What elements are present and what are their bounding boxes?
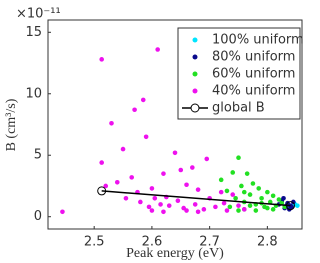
point — [213, 204, 218, 210]
legend-label: 40% uniform — [212, 84, 295, 99]
point — [253, 208, 259, 213]
point — [178, 167, 184, 173]
point — [60, 209, 65, 215]
y-tick-label: 0 — [34, 209, 42, 224]
y-multiplier: ×10⁻¹¹ — [16, 7, 61, 22]
x-tick-label: 2.6 — [142, 235, 163, 250]
point — [227, 204, 233, 210]
point — [230, 192, 236, 197]
point — [224, 188, 230, 194]
trend-point — [97, 186, 107, 196]
point — [120, 146, 126, 152]
point — [166, 203, 172, 208]
point — [247, 192, 253, 197]
legend-marker — [192, 71, 198, 77]
y-tick-label: 15 — [25, 25, 42, 40]
point — [149, 186, 155, 191]
point — [109, 120, 114, 126]
point — [233, 195, 238, 201]
point — [138, 199, 143, 205]
plot-frame — [47, 19, 303, 230]
point — [204, 156, 210, 162]
legend-box — [177, 27, 301, 120]
point — [218, 189, 224, 195]
point — [123, 195, 129, 201]
point — [221, 200, 227, 206]
y-tick-label: 10 — [25, 86, 42, 101]
point — [184, 182, 189, 188]
point — [161, 209, 166, 215]
point — [289, 204, 294, 210]
point — [172, 150, 178, 156]
point — [99, 57, 104, 62]
legend-label: 80% uniform — [212, 50, 295, 65]
point — [155, 47, 160, 52]
x-tick-label: 2.7 — [199, 235, 220, 250]
point — [265, 189, 270, 195]
point — [152, 195, 158, 201]
point — [184, 208, 189, 213]
point — [281, 195, 286, 201]
y-axis-title: B (cm³/s) — [4, 98, 19, 151]
point — [230, 170, 236, 175]
point — [224, 208, 230, 213]
point — [129, 175, 135, 180]
point — [244, 171, 250, 176]
legend-label: global B — [212, 101, 265, 116]
point — [236, 208, 241, 213]
y-tick-label: 5 — [34, 148, 42, 163]
legend-label: 60% uniform — [212, 67, 295, 82]
point — [195, 209, 201, 215]
point — [295, 203, 300, 208]
point — [247, 203, 253, 208]
point — [103, 183, 109, 189]
point — [236, 203, 241, 208]
point — [259, 195, 264, 201]
point — [270, 193, 276, 199]
point — [276, 197, 282, 202]
point — [158, 202, 163, 207]
point — [241, 189, 247, 195]
legend-marker — [190, 103, 200, 113]
trend-line — [101, 190, 291, 207]
point — [241, 207, 247, 212]
point — [267, 199, 273, 205]
point — [132, 107, 137, 113]
point — [250, 181, 256, 186]
x-tick-label: 2.8 — [257, 235, 278, 250]
point — [143, 134, 149, 140]
legend-marker — [192, 54, 198, 60]
point — [218, 177, 224, 183]
point — [140, 97, 146, 103]
point — [256, 186, 262, 191]
point — [201, 207, 207, 212]
trend-point — [285, 201, 295, 211]
x-axis-title: Peak energy (eV) — [126, 246, 224, 261]
point — [149, 208, 155, 213]
point — [114, 179, 120, 185]
x-tick-label: 2.5 — [84, 235, 105, 250]
point — [195, 187, 201, 192]
point — [175, 198, 181, 204]
point — [270, 207, 276, 212]
point — [192, 202, 198, 207]
point — [99, 160, 104, 165]
point — [236, 155, 241, 160]
point — [161, 171, 166, 176]
legend-marker — [192, 37, 198, 43]
point — [190, 165, 195, 170]
point — [291, 199, 296, 205]
point — [146, 204, 152, 210]
point — [239, 183, 244, 189]
legend-label: 100% uniform — [212, 33, 304, 48]
legend-marker — [192, 88, 198, 94]
point — [265, 205, 270, 211]
